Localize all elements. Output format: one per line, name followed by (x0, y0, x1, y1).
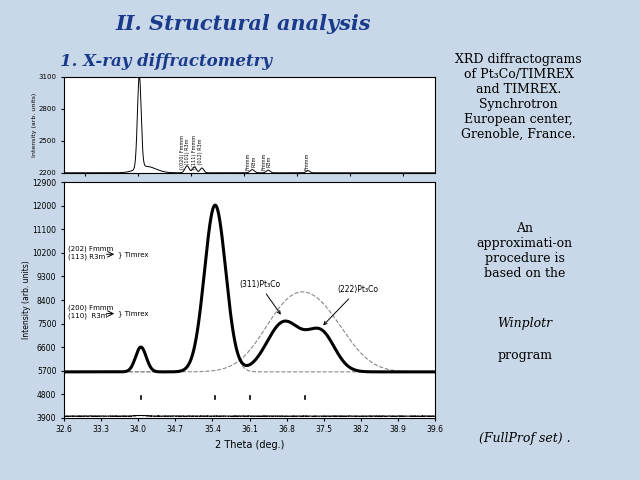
Text: (222)Pt₃Co: (222)Pt₃Co (324, 285, 378, 324)
Text: } Timrex: } Timrex (118, 251, 148, 258)
Y-axis label: Intensity (arb. units): Intensity (arb. units) (22, 261, 31, 339)
Text: II. Structural analysis: II. Structural analysis (115, 14, 371, 35)
X-axis label: 2 Theta (deg.): 2 Theta (deg.) (215, 440, 284, 450)
Text: {(111) Fmmm
 (012) R3m: {(111) Fmmm (012) R3m (192, 134, 203, 169)
Text: (FullProf set) .: (FullProf set) . (479, 432, 571, 445)
Text: XRD diffractograms
of Pt₃Co/TIMREX
and TIMREX.
Synchrotron
European center,
Gren: XRD diffractograms of Pt₃Co/TIMREX and T… (455, 53, 582, 141)
Text: Fmmm
R3m: Fmmm R3m (261, 152, 272, 169)
Y-axis label: Intensity (arb. units): Intensity (arb. units) (32, 93, 37, 157)
Text: } Timrex: } Timrex (118, 310, 148, 317)
Text: (200) Fmmm: (200) Fmmm (68, 304, 114, 311)
Text: (113) R3m: (113) R3m (68, 254, 106, 260)
Text: program: program (497, 349, 552, 362)
Text: Fmmm
R3m: Fmmm R3m (245, 152, 256, 169)
Text: Winplotr: Winplotr (497, 317, 552, 330)
Text: (110)  R3m: (110) R3m (68, 313, 108, 319)
Text: (311)Pt₃Co: (311)Pt₃Co (239, 280, 280, 314)
Text: (202) Fmmm: (202) Fmmm (68, 245, 113, 252)
Text: 1. X-ray diffractometry: 1. X-ray diffractometry (60, 53, 273, 70)
Text: Fmmm: Fmmm (305, 152, 309, 169)
Text: An
approximati-on
procedure is
based on the: An approximati-on procedure is based on … (477, 222, 573, 280)
Text: {(020) Fmmm
 (101) R3m: {(020) Fmmm (101) R3m (179, 134, 190, 169)
